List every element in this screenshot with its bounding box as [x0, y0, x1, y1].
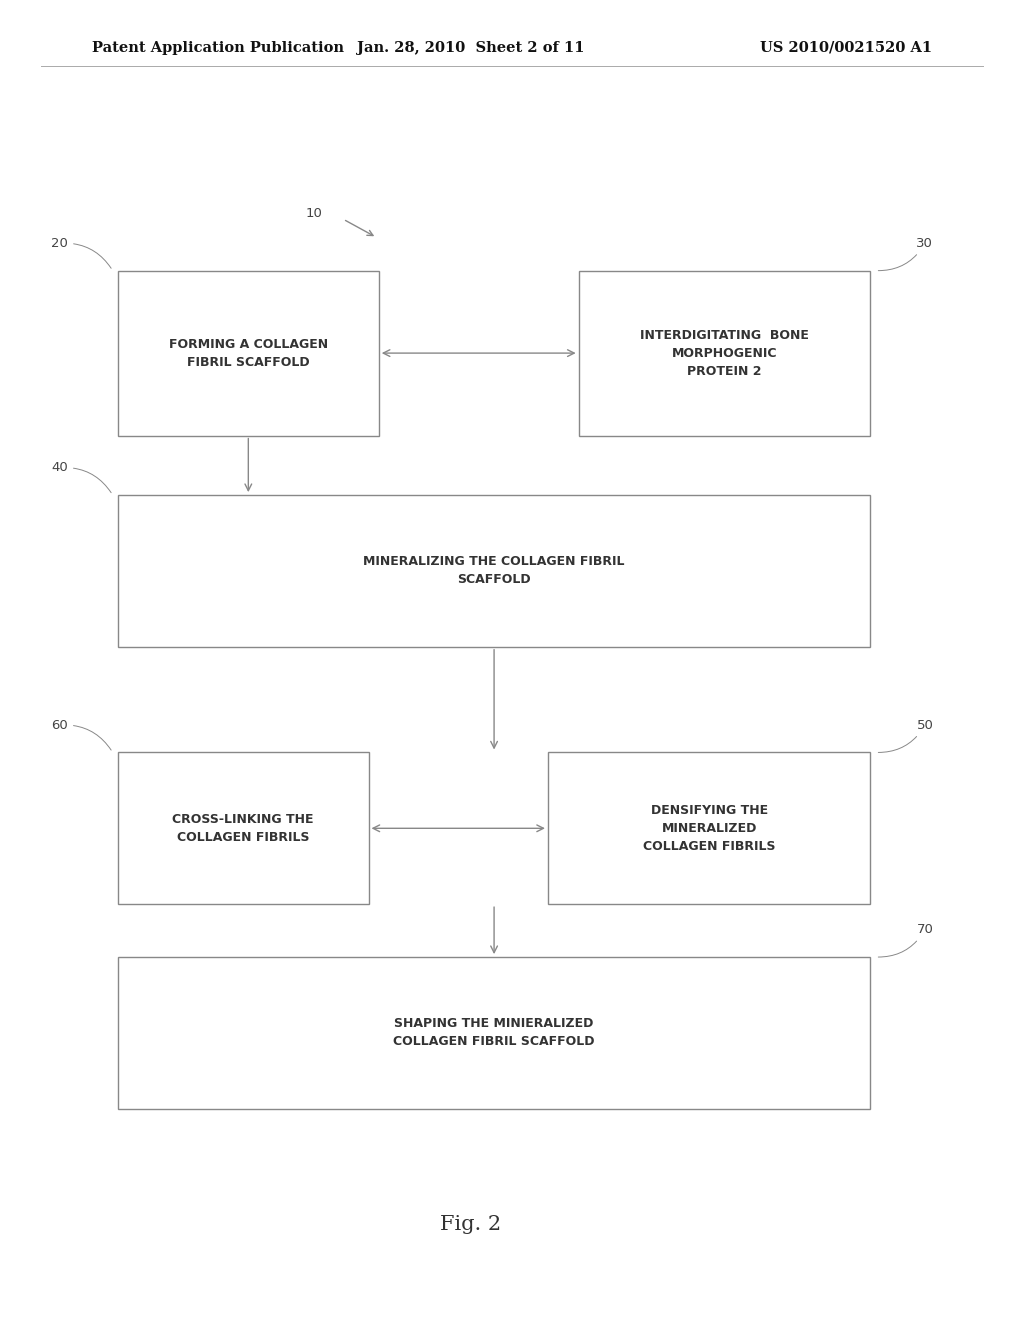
Bar: [579, 271, 870, 436]
Text: Fig. 2: Fig. 2: [440, 1216, 502, 1234]
Bar: [118, 271, 379, 436]
Bar: [118, 495, 870, 647]
Text: 60: 60: [51, 718, 112, 750]
Text: 40: 40: [51, 461, 112, 492]
Bar: [118, 957, 870, 1109]
Text: CROSS-LINKING THE
COLLAGEN FIBRILS: CROSS-LINKING THE COLLAGEN FIBRILS: [172, 813, 314, 843]
Text: 20: 20: [51, 236, 112, 268]
Text: FORMING A COLLAGEN
FIBRIL SCAFFOLD: FORMING A COLLAGEN FIBRIL SCAFFOLD: [169, 338, 328, 368]
Text: US 2010/0021520 A1: US 2010/0021520 A1: [760, 41, 932, 54]
Text: SHAPING THE MINIERALIZED
COLLAGEN FIBRIL SCAFFOLD: SHAPING THE MINIERALIZED COLLAGEN FIBRIL…: [393, 1018, 595, 1048]
Text: Jan. 28, 2010  Sheet 2 of 11: Jan. 28, 2010 Sheet 2 of 11: [357, 41, 585, 54]
Text: 70: 70: [879, 923, 933, 957]
Text: 30: 30: [879, 236, 933, 271]
Text: MINERALIZING THE COLLAGEN FIBRIL
SCAFFOLD: MINERALIZING THE COLLAGEN FIBRIL SCAFFOL…: [364, 556, 625, 586]
Text: DENSIFYING THE
MINERALIZED
COLLAGEN FIBRILS: DENSIFYING THE MINERALIZED COLLAGEN FIBR…: [643, 804, 775, 853]
Text: INTERDIGITATING  BONE
MORPHOGENIC
PROTEIN 2: INTERDIGITATING BONE MORPHOGENIC PROTEIN…: [640, 329, 809, 378]
Text: Patent Application Publication: Patent Application Publication: [92, 41, 344, 54]
Text: 50: 50: [879, 718, 933, 752]
Bar: [118, 752, 369, 904]
Text: 10: 10: [306, 207, 323, 220]
Bar: [548, 752, 870, 904]
